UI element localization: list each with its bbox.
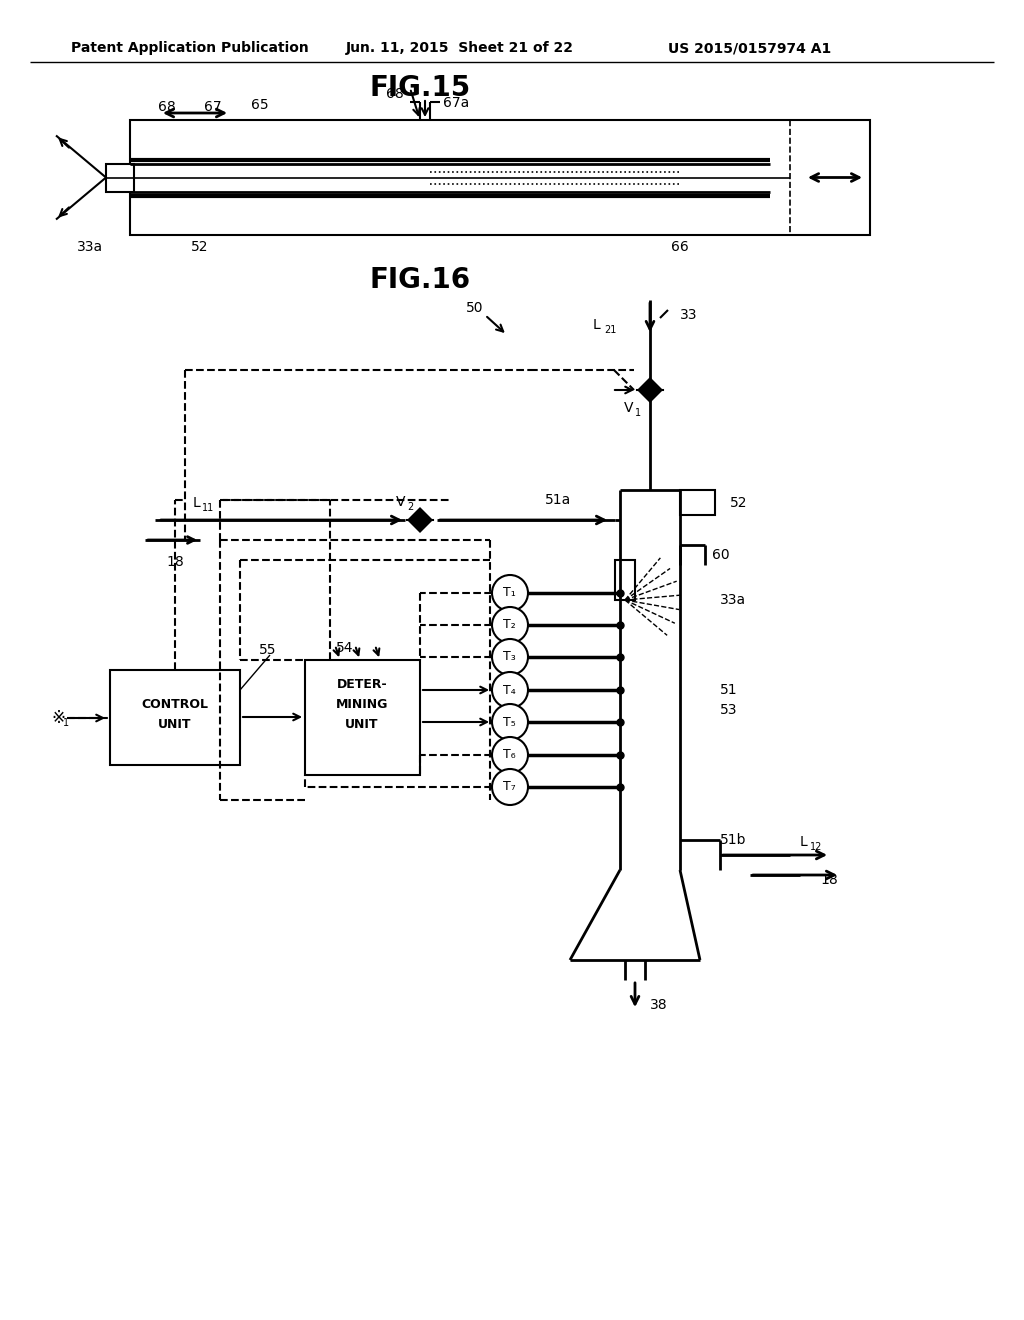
Text: L: L <box>592 318 600 333</box>
Text: T₁: T₁ <box>503 586 515 599</box>
Text: UNIT: UNIT <box>345 718 379 731</box>
Text: 60: 60 <box>712 548 730 562</box>
Text: 18: 18 <box>166 554 184 569</box>
Text: DETER-: DETER- <box>337 678 387 692</box>
Text: 33a: 33a <box>720 593 746 607</box>
Text: 54: 54 <box>336 642 353 655</box>
Text: 68: 68 <box>386 87 403 102</box>
Text: 52: 52 <box>191 240 209 253</box>
Text: 55: 55 <box>259 643 276 657</box>
Text: 21: 21 <box>604 325 616 335</box>
Circle shape <box>492 704 528 741</box>
Text: L: L <box>800 836 808 849</box>
Text: Jun. 11, 2015  Sheet 21 of 22: Jun. 11, 2015 Sheet 21 of 22 <box>346 41 574 55</box>
Text: T₆: T₆ <box>503 748 515 762</box>
Circle shape <box>492 737 528 774</box>
Text: FIG.15: FIG.15 <box>370 74 471 102</box>
Text: T₄: T₄ <box>503 684 515 697</box>
Text: Patent Application Publication: Patent Application Publication <box>71 41 309 55</box>
Text: 51b: 51b <box>720 833 746 847</box>
Text: T₃: T₃ <box>503 651 515 664</box>
Text: 51a: 51a <box>545 492 571 507</box>
Text: V: V <box>624 401 633 414</box>
Text: T₂: T₂ <box>503 619 515 631</box>
Text: 12: 12 <box>810 842 822 851</box>
Bar <box>110 671 240 766</box>
Polygon shape <box>407 520 433 533</box>
Polygon shape <box>637 389 663 403</box>
Circle shape <box>492 576 528 611</box>
Text: 67: 67 <box>204 100 222 114</box>
Bar <box>680 490 715 515</box>
Bar <box>130 120 870 235</box>
Text: CONTROL: CONTROL <box>141 698 209 711</box>
Text: 33: 33 <box>680 308 697 322</box>
Text: MINING: MINING <box>336 698 388 711</box>
Text: 33a: 33a <box>77 240 103 253</box>
Text: FIG.16: FIG.16 <box>370 267 471 294</box>
Polygon shape <box>407 507 433 520</box>
Bar <box>305 660 420 775</box>
Text: 2: 2 <box>407 502 414 512</box>
Text: 52: 52 <box>730 496 748 510</box>
Text: 38: 38 <box>650 998 668 1012</box>
Circle shape <box>492 639 528 675</box>
Text: ※: ※ <box>51 709 65 727</box>
Circle shape <box>492 607 528 643</box>
Circle shape <box>492 672 528 708</box>
Text: T₇: T₇ <box>503 780 515 793</box>
Bar <box>106 164 134 191</box>
Text: 11: 11 <box>202 503 214 513</box>
Text: 1: 1 <box>63 718 70 729</box>
Circle shape <box>492 770 528 805</box>
Text: UNIT: UNIT <box>159 718 191 731</box>
Text: 66: 66 <box>671 240 689 253</box>
Text: 67a: 67a <box>443 96 469 110</box>
Text: V: V <box>395 495 406 510</box>
Text: 65: 65 <box>251 98 269 112</box>
Bar <box>615 560 635 601</box>
Text: 53: 53 <box>720 704 737 717</box>
Text: 18: 18 <box>820 873 838 887</box>
Polygon shape <box>637 378 663 389</box>
Text: US 2015/0157974 A1: US 2015/0157974 A1 <box>669 41 831 55</box>
Text: 50: 50 <box>466 301 483 315</box>
Text: L: L <box>193 496 200 510</box>
Text: T₅: T₅ <box>503 715 515 729</box>
Text: 51: 51 <box>720 682 737 697</box>
Text: 68: 68 <box>158 100 176 114</box>
Text: 1: 1 <box>635 408 641 418</box>
